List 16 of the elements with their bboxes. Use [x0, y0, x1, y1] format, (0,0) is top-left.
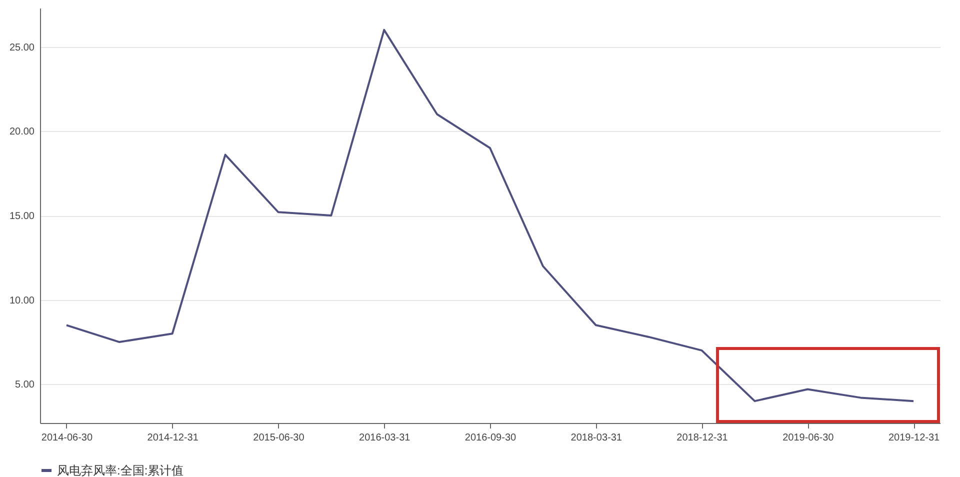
x-tick-label: 2018-03-31: [570, 432, 622, 444]
x-tick-label: 2014-12-31: [147, 432, 199, 444]
x-tick-label: 2016-09-30: [464, 432, 517, 444]
y-tick-label: 5.00: [15, 380, 35, 391]
y-tick-label: 25.00: [9, 42, 35, 54]
y-tick-label: 20.00: [9, 126, 35, 138]
line-series: [65, 28, 915, 402]
x-tick-label: 2016-03-31: [359, 432, 411, 444]
x-tick-label: 2019-06-30: [782, 432, 834, 444]
y-tick-label: 15.00: [9, 211, 35, 222]
x-tick-label: 2019-12-31: [888, 432, 940, 444]
legend-label: 风电弃风率:全国:累计值: [57, 464, 184, 477]
x-tick-label: 2015-06-30: [253, 432, 305, 444]
y-tick-label: 10.00: [9, 295, 35, 306]
x-tick-label: 2018-12-31: [676, 432, 728, 444]
x-tick-label: 2014-06-30: [41, 432, 93, 444]
